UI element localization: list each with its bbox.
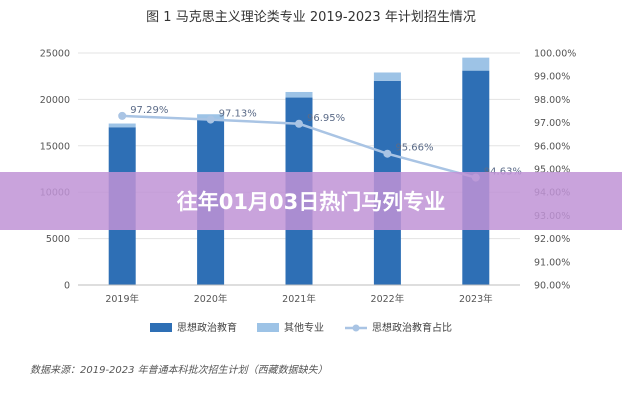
legend-label: 思想政治教育占比 — [372, 321, 452, 334]
legend-swatch-ratio-dot — [352, 324, 360, 332]
legend-swatch-other — [257, 323, 279, 332]
y-right-tick-label: 91.00% — [534, 257, 570, 268]
ratio-data-label: 95.66% — [395, 143, 433, 154]
ratio-data-label: 96.95% — [307, 113, 345, 124]
y-left-tick-label: 5000 — [46, 234, 70, 245]
legend-swatch-ideological — [150, 323, 172, 332]
ratio-data-label: 97.13% — [219, 109, 257, 120]
x-tick-label: 2022年 — [371, 293, 405, 305]
bar-other-majors — [108, 123, 136, 128]
legend-label: 思想政治教育 — [177, 321, 237, 334]
y-right-tick-label: 97.00% — [534, 118, 570, 129]
banner — [0, 172, 622, 230]
axes: 050001000015000200002500090.00%91.00%92.… — [40, 49, 577, 306]
banner-title: 往年01月03日热门马列专业 — [177, 190, 445, 214]
source-note: 数据来源：2019-2023 年普通本科批次招生计划（西藏数据缺失） — [30, 364, 328, 376]
y-left-tick-label: 15000 — [40, 141, 70, 152]
y-right-tick-label: 92.00% — [534, 234, 570, 245]
bar-other-majors — [285, 91, 313, 98]
x-tick-label: 2021年 — [282, 293, 316, 305]
y-right-tick-label: 98.00% — [534, 95, 570, 106]
y-left-tick-label: 20000 — [40, 95, 70, 106]
y-left-tick-label: 25000 — [40, 49, 70, 60]
ratio-point — [118, 111, 127, 120]
y-right-tick-label: 100.00% — [534, 49, 576, 60]
legend: 思想政治教育 其他专业 思想政治教育占比 — [150, 321, 452, 334]
x-tick-label: 2019年 — [105, 293, 139, 305]
chart-title: 图 1 马克思主义理论类专业 2019-2023 年计划招生情况 — [146, 10, 476, 25]
legend-label: 其他专业 — [284, 321, 324, 334]
y-right-tick-label: 99.00% — [534, 72, 570, 83]
ratio-point — [383, 149, 392, 158]
ratio-point — [295, 119, 303, 128]
ratio-point — [206, 115, 215, 124]
y-left-tick-label: 0 — [64, 281, 70, 292]
x-tick-label: 2023年 — [459, 293, 493, 305]
y-right-tick-label: 96.00% — [534, 141, 570, 152]
bar-other-majors — [462, 57, 490, 71]
x-tick-label: 2020年 — [194, 293, 228, 305]
ratio-data-label: 97.29% — [130, 105, 168, 116]
y-right-tick-label: 90.00% — [534, 281, 570, 292]
y-right-tick-label: 95.00% — [534, 165, 570, 176]
bars — [108, 57, 490, 286]
bar-other-majors — [373, 72, 401, 81]
